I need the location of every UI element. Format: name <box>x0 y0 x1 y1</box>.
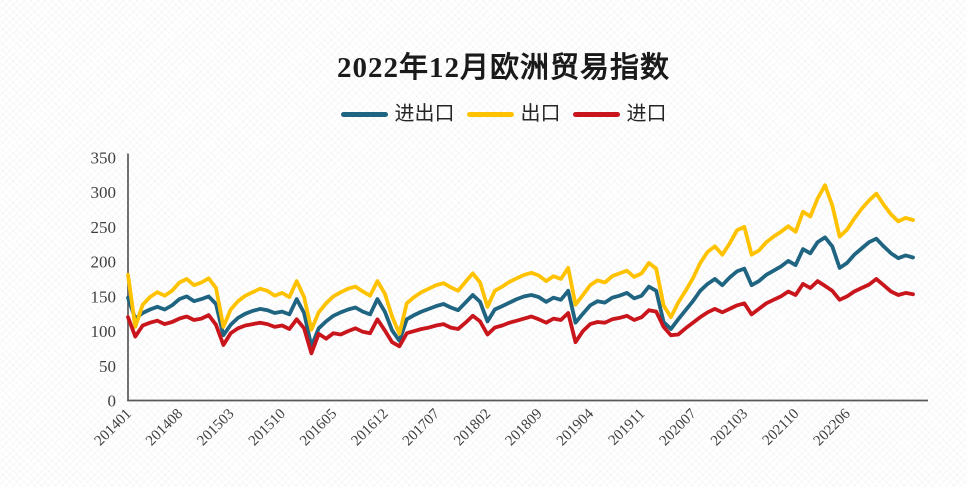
legend-label-import: 进口 <box>626 103 667 125</box>
import-line-swatch <box>572 111 620 117</box>
x-axis-tick-label: 201401 <box>92 406 135 449</box>
legend-item-import-export: 进出口 <box>340 103 455 125</box>
legend-item-import: 进口 <box>572 103 667 125</box>
y-axis-tick-label: 300 <box>91 183 117 202</box>
x-axis-tick-label: 201707 <box>400 406 443 449</box>
x-axis-tick-label: 201408 <box>143 406 186 449</box>
x-axis-tick-label: 202206 <box>811 406 854 449</box>
series-line-2 <box>126 277 915 356</box>
y-axis-tick-label: 100 <box>91 322 117 341</box>
x-axis-tick-label: 202103 <box>708 406 751 449</box>
import-export-line-swatch <box>340 111 388 117</box>
y-axis-tick-label: 200 <box>91 253 117 272</box>
x-axis-tick-label: 201605 <box>297 406 340 449</box>
chart-title: 2022年12月欧洲贸易指数 <box>336 52 670 84</box>
x-axis-tick-label: 201802 <box>451 406 494 449</box>
x-axis-tick-label: 201809 <box>503 406 546 449</box>
x-axis-tick-label: 201612 <box>348 406 391 449</box>
x-axis-tick-label: 202007 <box>657 406 700 449</box>
legend-label-export: 出口 <box>520 103 561 125</box>
legend-label-import-export: 进出口 <box>394 103 455 125</box>
series-line-1 <box>126 183 915 336</box>
x-axis-tick-label: 202110 <box>760 406 803 449</box>
y-axis-tick-label: 250 <box>91 218 117 237</box>
y-axis-tick-label: 0 <box>108 392 117 411</box>
y-axis-tick-label: 350 <box>91 149 117 168</box>
y-axis-tick-label: 50 <box>99 357 116 376</box>
legend-item-export: 出口 <box>466 103 561 125</box>
series-line-0 <box>126 235 915 349</box>
x-axis-tick-label: 201503 <box>194 406 237 449</box>
y-axis-tick-label: 150 <box>91 287 117 306</box>
export-line-swatch <box>466 111 514 117</box>
x-axis-tick-label: 201904 <box>554 406 597 449</box>
x-axis-tick-label: 201911 <box>606 406 649 449</box>
x-axis-tick-label: 201510 <box>246 406 289 449</box>
axis-lines <box>127 153 928 402</box>
chart-legend: 进出口 出口 进口 <box>20 104 967 124</box>
